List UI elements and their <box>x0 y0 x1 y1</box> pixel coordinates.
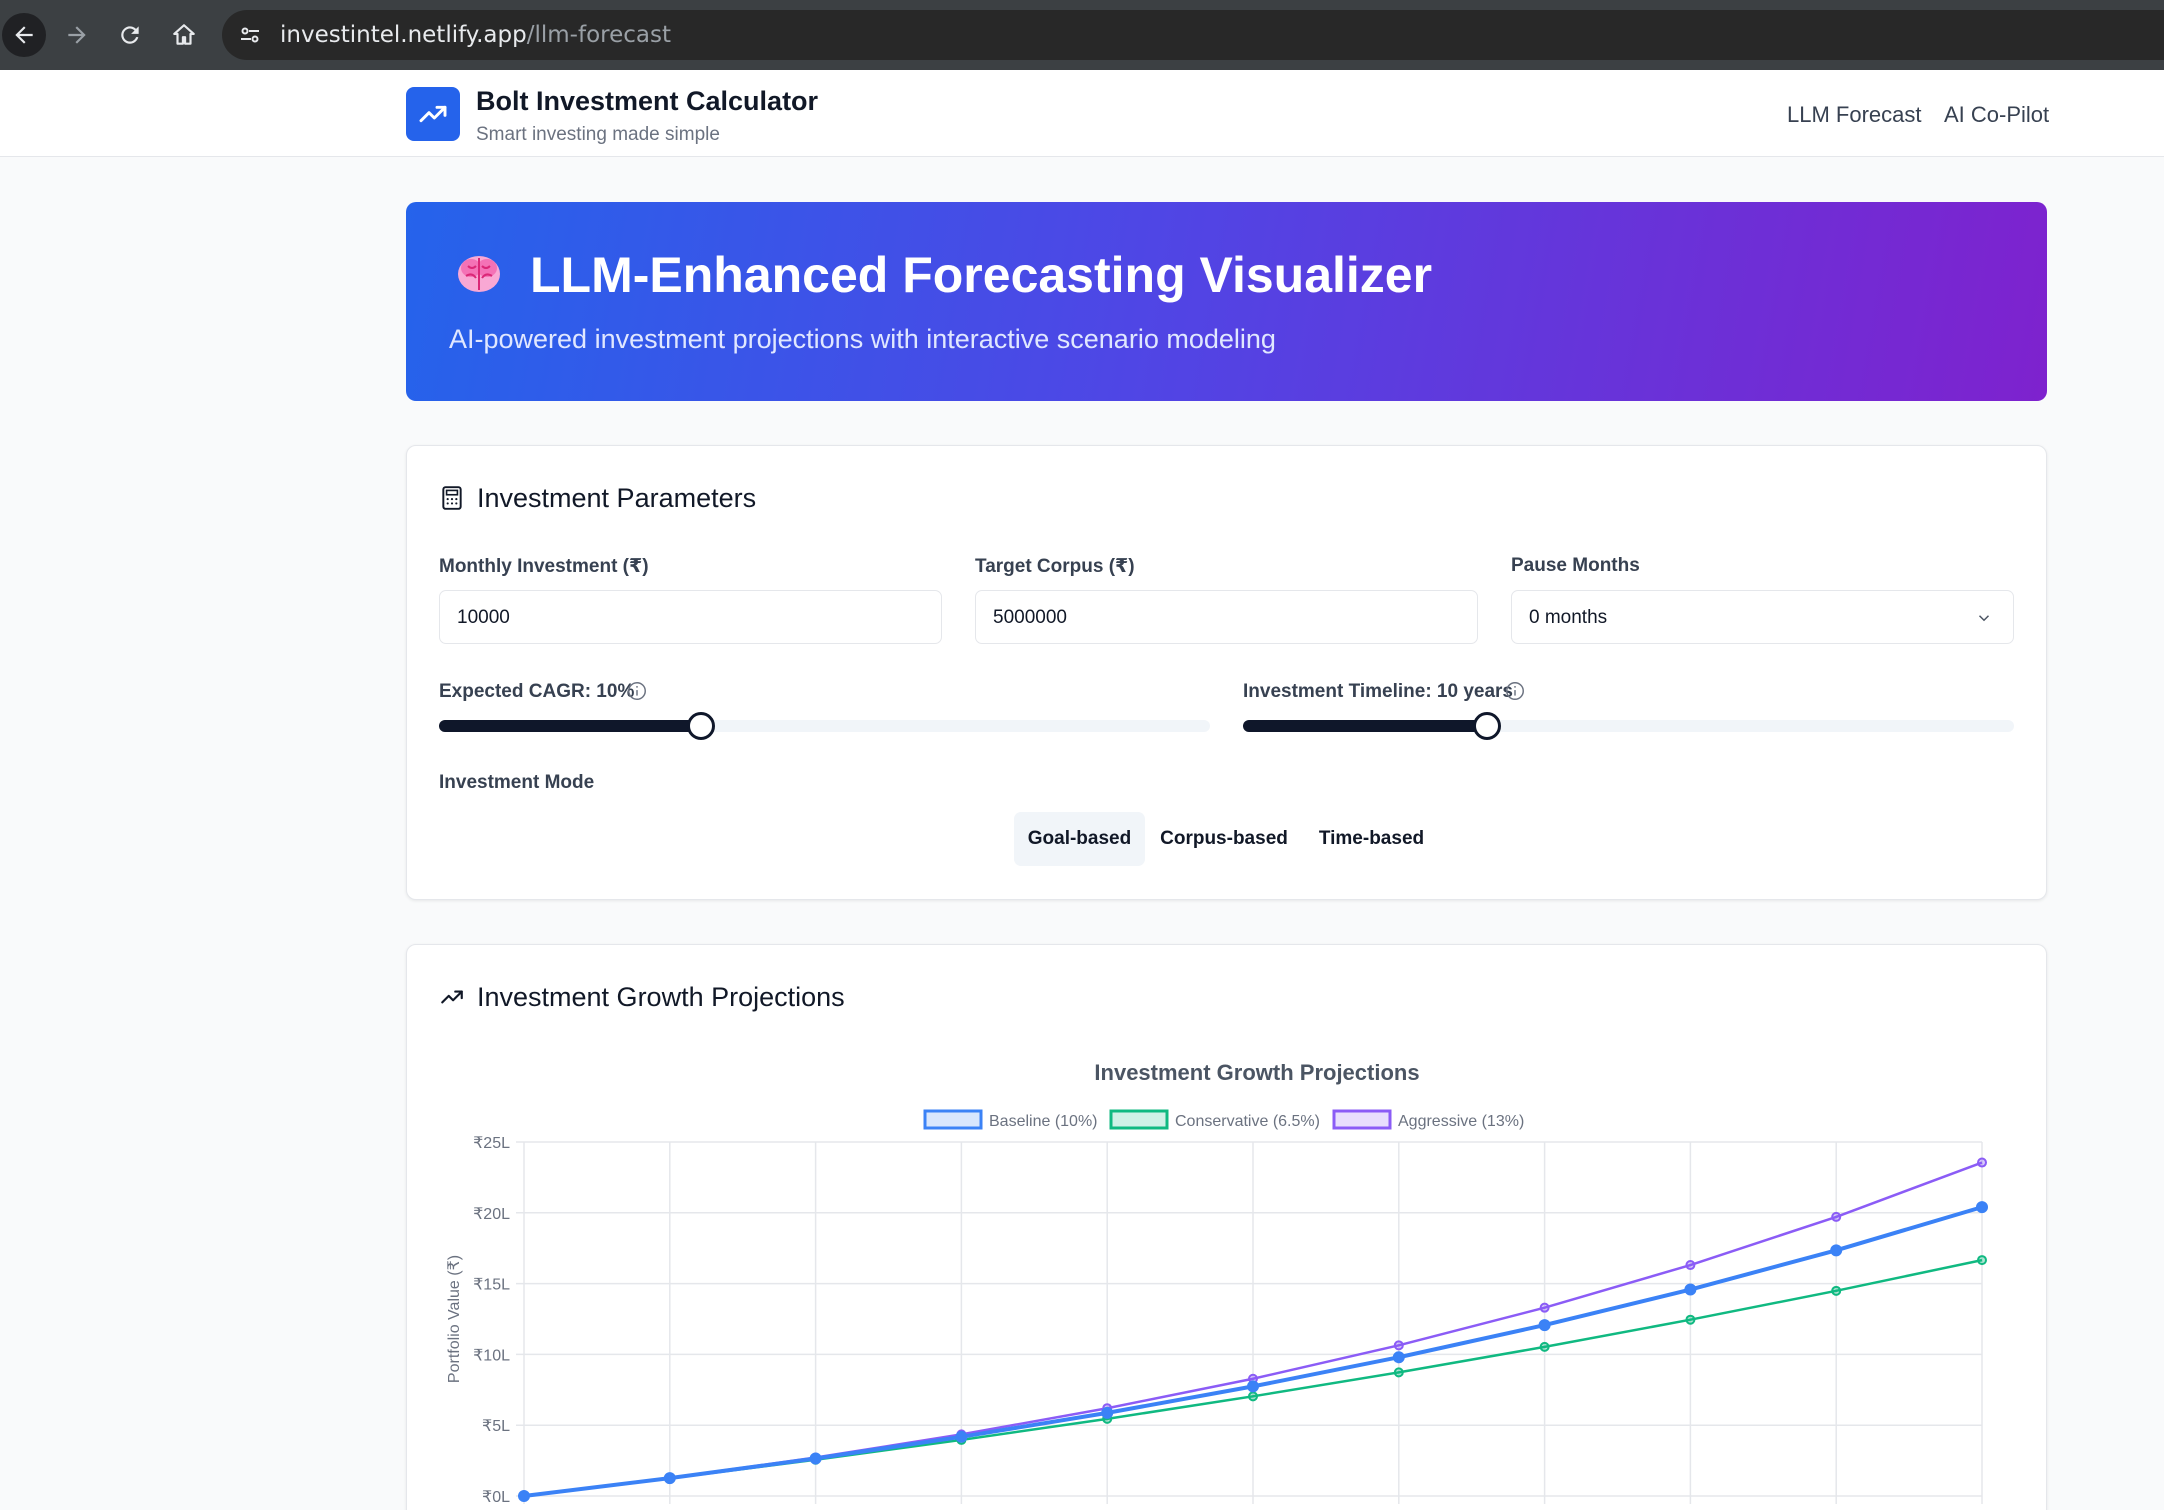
chart-title: Investment Growth Projections <box>1094 1060 1419 1085</box>
growth-title: Investment Growth Projections <box>477 982 845 1012</box>
timeline-slider-thumb[interactable] <box>1472 712 1501 740</box>
browser-toolbar: investintel.netlify.app/llm-forecast <box>0 0 2164 70</box>
legend-swatch <box>1332 1109 1392 1130</box>
legend-label: Baseline (10%) <box>989 1113 1098 1130</box>
data-point <box>1831 1211 1842 1222</box>
pause-months-select[interactable]: 0 months <box>1511 590 2014 644</box>
y-tick-label: ₹10L <box>473 1347 510 1364</box>
url-text: investintel.netlify.app/llm-forecast <box>280 22 671 48</box>
data-point <box>1538 1319 1551 1332</box>
data-point <box>1392 1351 1405 1364</box>
hero-title: LLM-Enhanced Forecasting Visualizer <box>530 247 1433 303</box>
legend-swatch <box>923 1109 983 1130</box>
monthly-investment-input[interactable]: 10000 <box>439 590 942 644</box>
brain-icon <box>458 256 500 292</box>
data-point <box>1685 1260 1696 1271</box>
url-path: /llm-forecast <box>526 22 671 48</box>
back-button[interactable] <box>2 13 46 57</box>
address-bar[interactable]: investintel.netlify.app/llm-forecast <box>222 10 2164 60</box>
data-point <box>663 1472 676 1485</box>
data-point <box>809 1452 822 1465</box>
info-icon[interactable] <box>1504 680 1526 702</box>
calculator-icon <box>442 486 462 510</box>
target-corpus-input[interactable]: 5000000 <box>975 590 1478 644</box>
y-tick-label: ₹5L <box>482 1418 510 1435</box>
target-corpus-label: Target Corpus (₹) <box>975 556 1135 577</box>
home-icon <box>173 24 195 45</box>
y-axis-label: Portfolio Value (₹) <box>446 1255 463 1383</box>
pause-months-label: Pause Months <box>1511 555 1640 576</box>
data-point <box>1684 1283 1697 1296</box>
cagr-slider[interactable] <box>439 712 1210 740</box>
timeline-slider[interactable] <box>1243 712 2014 740</box>
timeline-label: Investment Timeline: 10 years <box>1243 681 1513 702</box>
data-point <box>1393 1340 1404 1351</box>
y-tick-label: ₹0L <box>482 1489 510 1506</box>
data-point <box>1977 1157 1987 1168</box>
data-point <box>1831 1285 1842 1296</box>
cagr-slider-fill <box>439 720 702 732</box>
mode-time-based[interactable]: Time-based <box>1318 828 1425 849</box>
data-point <box>1101 1406 1114 1419</box>
data-point <box>1248 1391 1258 1402</box>
mode-goal-based[interactable]: Goal-based <box>1014 812 1145 866</box>
nav-llm-forecast[interactable]: LLM Forecast <box>1787 102 1922 127</box>
logo[interactable] <box>406 87 460 141</box>
pause-months-value: 0 months <box>1529 607 1608 628</box>
data-point <box>1247 1380 1259 1393</box>
site-settings-icon[interactable] <box>238 23 262 47</box>
nav-ai-copilot[interactable]: AI Co-Pilot <box>1944 102 2050 127</box>
timeline-slider-fill <box>1243 720 1487 732</box>
info-icon[interactable] <box>626 680 648 702</box>
y-tick-label: ₹20L <box>473 1206 510 1223</box>
data-point <box>1393 1367 1404 1378</box>
parameters-card: Investment Parameters <box>406 445 2047 900</box>
y-tick-label: ₹15L <box>473 1277 510 1294</box>
legend-label: Aggressive (13%) <box>1398 1113 1524 1130</box>
trending-up-icon <box>419 105 447 123</box>
parameters-title: Investment Parameters <box>477 483 757 513</box>
hero-banner: LLM-Enhanced Forecasting Visualizer AI-p… <box>406 202 2047 401</box>
mode-corpus-based[interactable]: Corpus-based <box>1160 828 1288 849</box>
data-point <box>955 1430 968 1443</box>
chevron-down-icon <box>1978 615 1990 622</box>
url-host: investintel.netlify.app <box>280 22 527 48</box>
data-point <box>1685 1314 1696 1325</box>
trending-up-icon <box>441 990 463 1004</box>
hero-subtitle: AI-powered investment projections with i… <box>449 324 1276 354</box>
legend-label: Conservative (6.5%) <box>1175 1113 1320 1130</box>
growth-card: Investment Growth Projections <box>406 944 2047 1510</box>
data-point <box>1977 1255 1987 1266</box>
investment-mode-label: Investment Mode <box>439 772 595 793</box>
cagr-label: Expected CAGR: 10% <box>439 681 635 702</box>
monthly-investment-label: Monthly Investment (₹) <box>439 556 649 577</box>
arrow-left-icon <box>15 26 33 44</box>
app-header: Bolt Investment Calculator Smart investi… <box>0 70 2164 157</box>
brand-subtitle: Smart investing made simple <box>476 124 720 145</box>
brand-title: Bolt Investment Calculator <box>476 86 819 116</box>
forward-button[interactable] <box>55 13 99 57</box>
home-button[interactable] <box>162 13 206 57</box>
y-tick-label: ₹25L <box>473 1135 510 1152</box>
legend-swatch <box>1109 1109 1169 1130</box>
data-point <box>1539 1341 1550 1352</box>
data-point <box>518 1490 530 1502</box>
data-point <box>1976 1201 1988 1214</box>
cagr-slider-thumb[interactable] <box>687 712 716 740</box>
arrow-right-icon <box>68 26 86 44</box>
data-point <box>1539 1302 1550 1313</box>
data-point <box>1830 1244 1843 1257</box>
